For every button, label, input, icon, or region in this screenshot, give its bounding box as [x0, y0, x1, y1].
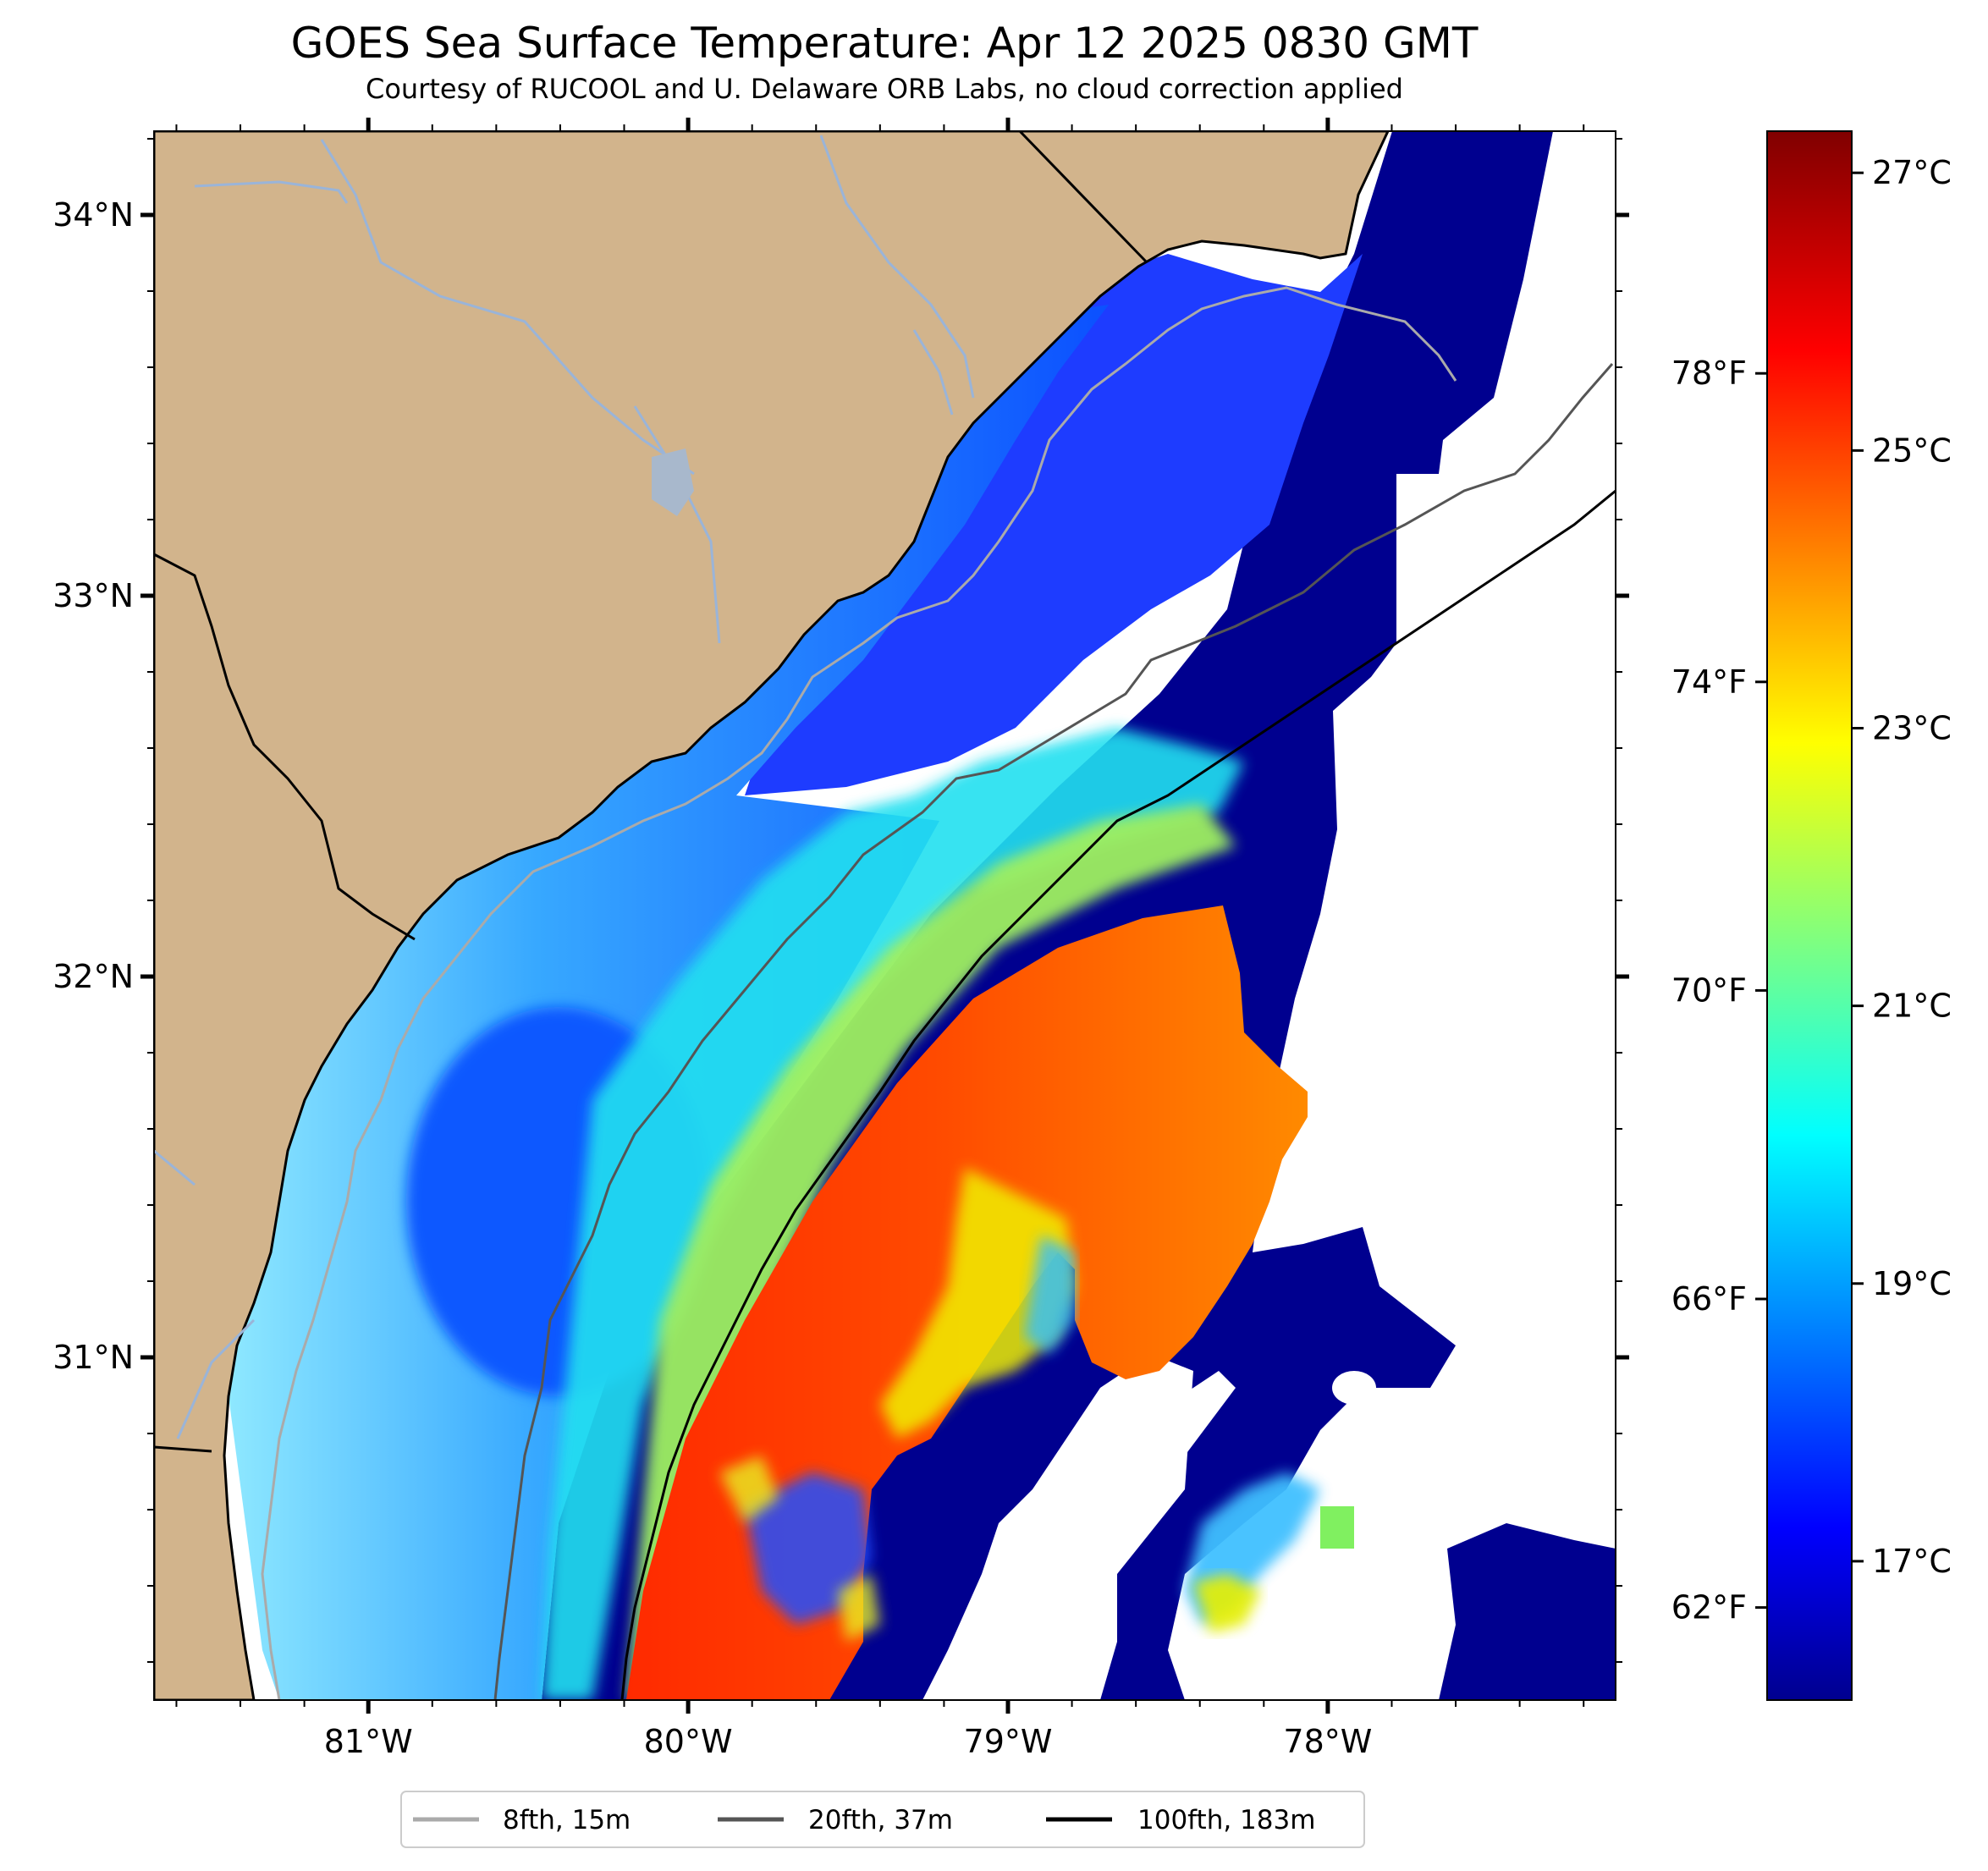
eddy-yellow — [880, 1168, 1075, 1439]
fahrenheit-tick-label: 62°F — [1671, 1589, 1747, 1626]
legend-frame — [400, 1791, 1365, 1848]
legend-label-100fth: 100fth, 183m — [1137, 1805, 1315, 1835]
ocean-nearshore-blue — [745, 254, 1363, 795]
celsius-tick-label: 25°C — [1872, 432, 1952, 469]
no-data-hole — [1332, 1371, 1376, 1405]
fahrenheit-tick-label: 70°F — [1671, 971, 1747, 1009]
lat-tick-label: 33°N — [52, 577, 134, 614]
lat-tick-label: 32°N — [52, 958, 134, 995]
isobath-8fth — [261, 286, 1457, 1700]
fahrenheit-tick-label: 66°F — [1671, 1280, 1747, 1318]
lon-tick-label: 81°W — [324, 1723, 413, 1760]
no-data-gap — [1083, 1371, 1236, 1633]
isobath-100fth — [620, 489, 1616, 1700]
celsius-tick-label: 19°C — [1872, 1265, 1952, 1302]
fahrenheit-tick-label: 78°F — [1671, 355, 1747, 392]
celsius-tick-label: 21°C — [1872, 988, 1952, 1025]
lon-tick-label: 79°W — [964, 1723, 1053, 1760]
legend-label-8fth: 8fth, 15m — [503, 1805, 631, 1835]
ocean-cold-southeast — [1439, 1523, 1616, 1700]
eddy-cyan — [1024, 1235, 1075, 1354]
land-mass — [154, 131, 1390, 1700]
lon-tick-label: 80°W — [644, 1723, 733, 1760]
lake-marion — [652, 448, 694, 516]
celsius-tick-label: 17°C — [1872, 1543, 1952, 1580]
chart-title: GOES Sea Surface Temperature: Apr 12 202… — [291, 19, 1479, 68]
colorbar-ticks: 17°C 19°C 21°C 23°C 25°C 27°C 62°F 66°F 70°F 74°F… — [1671, 154, 1952, 1626]
isobath-20fth — [493, 363, 1614, 1700]
map-frame — [153, 130, 1616, 1701]
celsius-tick-label: 27°C — [1872, 154, 1952, 191]
rivers — [154, 135, 975, 1439]
isobath-legend: 8fth, 15m 20fth, 37m 100fth, 183m — [400, 1791, 1365, 1848]
offshore-green-patch — [1320, 1506, 1354, 1549]
eddy-south-mix — [745, 1472, 872, 1625]
legend-label-20fth: 20fth, 37m — [808, 1805, 953, 1835]
map-area — [154, 131, 1616, 1700]
lat-tick-label: 31°N — [52, 1339, 134, 1376]
lat-tick-label: 34°N — [52, 196, 134, 234]
ocean-transition-cyan — [542, 728, 1244, 1700]
state-borders — [154, 131, 1148, 1453]
offshore-yellow-patch — [1193, 1574, 1261, 1633]
map-axes: 81°W 80°W 79°W 78°W 34°N 33°N 32°N 31°N — [52, 118, 1629, 1760]
colorbar: 17°C 19°C 21°C 23°C 25°C 27°C 62°F 66°F 70°F 74°F… — [1671, 130, 1952, 1701]
colorbar-gradient — [1766, 130, 1853, 1701]
chart-subtitle: Courtesy of RUCOOL and U. Delaware ORB L… — [366, 73, 1403, 105]
celsius-tick-label: 23°C — [1872, 710, 1952, 747]
eddy-south-yellow — [719, 1456, 880, 1642]
lon-tick-label: 78°W — [1283, 1723, 1372, 1760]
fahrenheit-tick-label: 74°F — [1671, 663, 1747, 701]
